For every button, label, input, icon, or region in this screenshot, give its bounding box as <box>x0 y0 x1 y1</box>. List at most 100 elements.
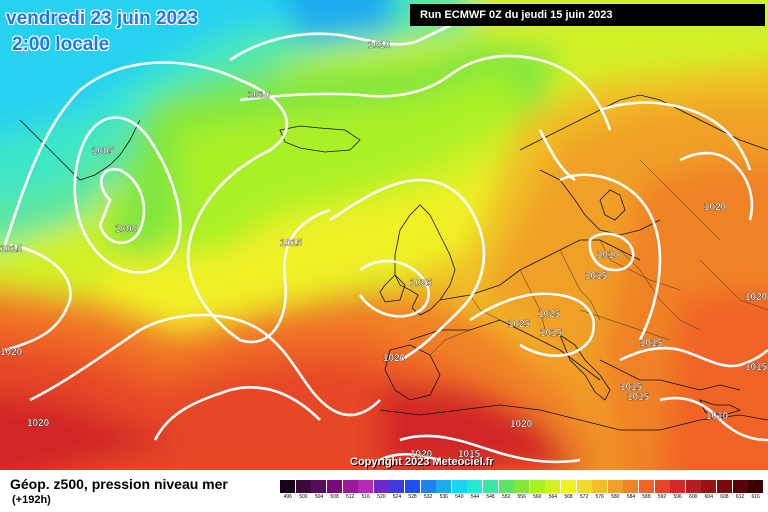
scale-swatch <box>514 480 530 493</box>
copyright: Copyright 2023 Meteociel.fr <box>350 456 494 468</box>
scale-label: 604 <box>704 494 713 500</box>
scale-label: 592 <box>657 494 667 500</box>
scale-label: 532 <box>423 494 433 500</box>
scale-swatch <box>311 480 327 493</box>
scale-swatch <box>420 480 436 493</box>
legend-subtitle: (+192h) <box>12 494 51 506</box>
scale-swatch <box>498 480 514 493</box>
pressure-label: 1015 <box>627 392 650 403</box>
scale-swatch <box>545 480 561 493</box>
scale-step: 568 <box>560 480 577 502</box>
scale-swatch <box>732 480 748 493</box>
scale-step: 520 <box>373 480 390 502</box>
scale-label: 512 <box>346 494 355 500</box>
scale-swatch <box>295 480 311 493</box>
scale-step: 508 <box>327 480 343 502</box>
scale-label: 548 <box>486 494 495 500</box>
scale-step: 604 <box>701 480 717 502</box>
pressure-label: 1015 <box>0 244 23 255</box>
run-info: Run ECMWF 0Z du jeudi 15 juin 2023 <box>410 4 765 26</box>
pressure-label: 1020 <box>745 292 768 303</box>
scale-step: 600 <box>685 480 701 502</box>
scale-step: 616 <box>748 480 764 502</box>
pressure-label: 1025 <box>538 309 561 320</box>
scale-swatch <box>685 480 701 493</box>
pressure-label: 1015 <box>540 328 563 339</box>
scale-step: 548 <box>483 480 499 502</box>
scale-step: 524 <box>389 480 405 502</box>
scale-label: 568 <box>564 494 573 500</box>
scale-swatch <box>654 480 670 493</box>
scale-label: 536 <box>439 494 448 500</box>
pressure-label: 1015 <box>280 238 303 249</box>
scale-step: 528 <box>405 480 421 502</box>
scale-swatch <box>701 480 717 493</box>
scale-step: 556 <box>514 480 530 502</box>
legend-title: Géop. z500, pression niveau mer <box>10 476 228 492</box>
scale-label: 496 <box>283 494 292 500</box>
pressure-label: 1020 <box>704 202 727 213</box>
scale-step: 592 <box>654 480 670 502</box>
borders <box>429 159 768 356</box>
pressure-label: 1015 <box>640 338 663 349</box>
pressure-label: 1015 <box>585 271 608 282</box>
pressure-label: 1020 <box>27 418 50 429</box>
scale-label: 608 <box>720 494 729 500</box>
scale-step: 564 <box>545 480 561 502</box>
scale-label: 544 <box>470 494 480 500</box>
scale-swatch <box>451 480 467 493</box>
scale-step: 516 <box>358 480 374 502</box>
isobars <box>3 3 768 464</box>
pressure-label: 1010 <box>706 411 729 422</box>
pressure-label: 1020 <box>510 419 533 430</box>
scale-swatch <box>405 480 421 493</box>
forecast-time: 2:00 locale <box>12 34 110 55</box>
scale-swatch <box>638 480 654 493</box>
scale-swatch <box>670 480 686 493</box>
scale-step: 576 <box>592 480 608 502</box>
pressure-label: 1020 <box>0 347 23 358</box>
pressure-label: 1015 <box>620 382 643 393</box>
pressure-label-layer: 1010 1010 1005 1000 1015 1015 1020 1010 … <box>0 40 768 460</box>
scale-swatch <box>280 480 296 493</box>
scale-step: 500 <box>295 480 312 502</box>
scale-label: 504 <box>314 494 324 500</box>
pressure-label: 1020 <box>410 449 433 460</box>
pressure-label: 1000 <box>115 224 138 235</box>
scale-step: 512 <box>342 480 358 502</box>
scale-swatch <box>358 480 374 493</box>
scale-step: 496 <box>280 480 296 502</box>
scale-step: 572 <box>576 480 592 502</box>
scale-label: 616 <box>751 494 760 500</box>
scale-label: 572 <box>579 494 589 500</box>
scale-label: 564 <box>548 494 558 500</box>
scale-step: 580 <box>607 480 623 502</box>
pressure-label: 1010 <box>248 90 271 101</box>
scale-swatch <box>436 480 452 493</box>
scale-label: 524 <box>392 494 402 500</box>
scale-swatch <box>748 480 764 493</box>
scale-label: 500 <box>299 494 308 500</box>
scale-swatch <box>592 480 608 493</box>
scale-swatch <box>467 480 483 493</box>
scale-step: 544 <box>467 480 483 502</box>
scale-step: 504 <box>311 480 327 502</box>
scale-swatch <box>529 480 545 493</box>
scale-step: 588 <box>638 480 655 502</box>
scale-label: 588 <box>642 494 651 500</box>
scale-label: 580 <box>611 494 620 500</box>
scale-step: 612 <box>732 480 748 502</box>
pressure-label: 1015 <box>745 362 768 373</box>
scale-label: 528 <box>408 494 417 500</box>
scale-step: 532 <box>420 480 436 502</box>
scale-label: 552 <box>501 494 511 500</box>
scale-label: 596 <box>673 494 682 500</box>
scale-step: 596 <box>670 480 686 502</box>
pressure-label: 1005 <box>92 146 115 157</box>
scale-label: 556 <box>517 494 526 500</box>
scale-swatch <box>716 480 732 493</box>
pressure-label: 1020 <box>383 353 406 364</box>
scale-label: 540 <box>455 494 464 500</box>
scale-label: 612 <box>735 494 745 500</box>
scale-swatch <box>327 480 343 493</box>
